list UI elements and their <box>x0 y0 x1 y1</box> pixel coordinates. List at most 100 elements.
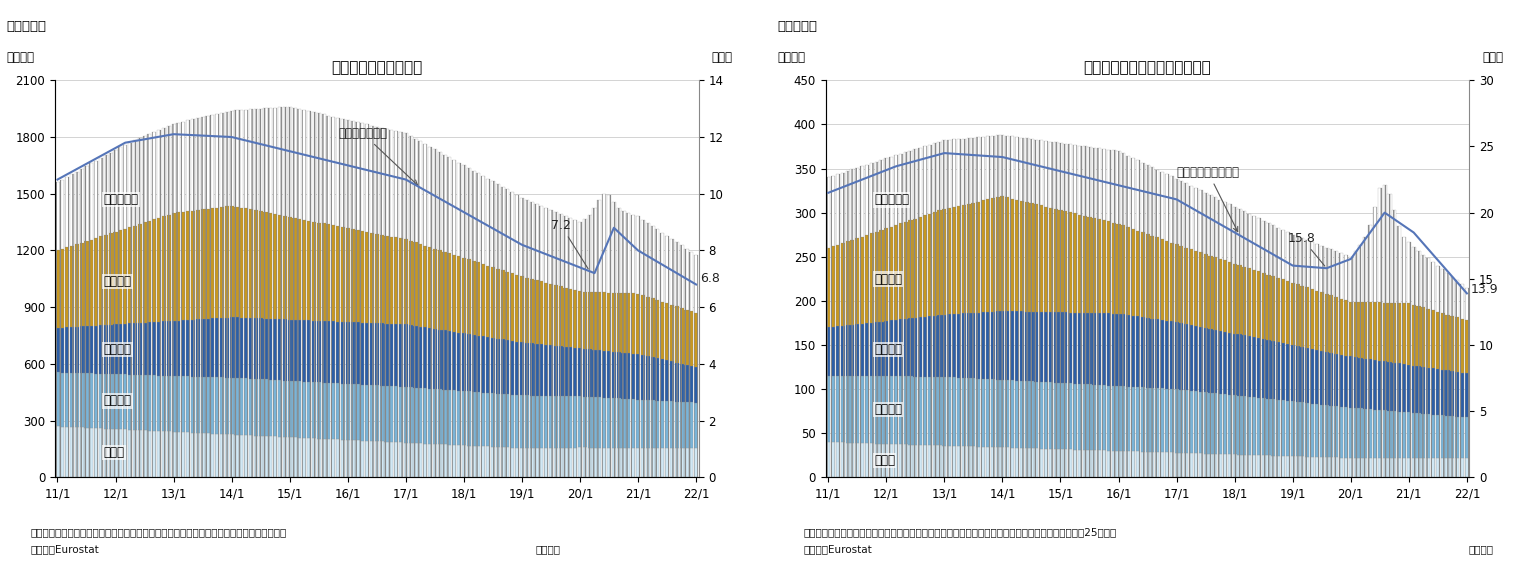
Bar <box>171 376 176 432</box>
Bar <box>224 112 229 206</box>
Bar <box>1422 307 1425 367</box>
Bar <box>1257 455 1261 477</box>
Text: 6.8: 6.8 <box>700 272 720 285</box>
Bar <box>85 428 88 477</box>
Bar <box>1325 247 1328 294</box>
Bar <box>529 448 534 477</box>
Bar <box>1111 314 1116 386</box>
Bar <box>1358 302 1363 358</box>
Bar <box>637 216 640 294</box>
Bar <box>171 213 176 321</box>
Bar <box>1330 250 1334 295</box>
Bar <box>549 345 553 396</box>
Bar <box>866 165 869 235</box>
Bar <box>476 263 481 336</box>
Bar <box>505 447 509 477</box>
Bar <box>379 235 384 323</box>
Bar <box>1122 451 1125 477</box>
Bar <box>919 445 922 477</box>
Bar <box>1010 380 1014 448</box>
Bar <box>74 244 79 327</box>
Bar <box>293 108 297 218</box>
Bar <box>606 195 611 293</box>
Text: （資料）Eurostat: （資料）Eurostat <box>803 544 872 554</box>
Bar <box>374 234 379 323</box>
Bar <box>476 173 481 263</box>
Bar <box>904 222 908 319</box>
Text: 若年失業率（右軸）: 若年失業率（右軸） <box>1176 166 1240 231</box>
Bar <box>919 376 922 445</box>
Bar <box>981 137 985 200</box>
Bar <box>302 320 306 381</box>
Bar <box>56 372 59 426</box>
Bar <box>631 399 635 448</box>
Bar <box>952 139 957 207</box>
Bar <box>612 398 615 448</box>
Bar <box>1422 367 1425 414</box>
Bar <box>520 396 525 448</box>
Bar <box>215 378 220 434</box>
Bar <box>240 208 244 318</box>
Bar <box>588 397 591 448</box>
Bar <box>675 363 679 402</box>
Text: 失業率（右軸）: 失業率（右軸） <box>338 127 417 185</box>
Bar <box>1339 299 1343 354</box>
Bar <box>841 243 844 326</box>
Bar <box>418 244 423 327</box>
Bar <box>606 293 611 351</box>
Bar <box>913 318 917 376</box>
Bar <box>467 445 471 477</box>
Bar <box>558 286 562 346</box>
Bar <box>1343 255 1348 300</box>
Bar <box>826 177 831 248</box>
Bar <box>1029 381 1034 448</box>
Bar <box>1111 451 1116 477</box>
Bar <box>1025 138 1029 202</box>
Bar <box>894 376 897 444</box>
Bar <box>855 238 860 324</box>
Bar <box>350 384 355 440</box>
Bar <box>1281 456 1286 477</box>
Bar <box>1140 317 1145 387</box>
Bar <box>1378 410 1383 458</box>
Bar <box>602 194 606 293</box>
Bar <box>1170 177 1173 243</box>
Bar <box>196 433 200 477</box>
Bar <box>350 440 355 477</box>
Bar <box>1305 403 1310 457</box>
Bar <box>1146 165 1149 234</box>
Bar <box>273 380 277 436</box>
Bar <box>1343 407 1348 458</box>
Bar <box>481 393 485 446</box>
Bar <box>467 168 471 259</box>
Bar <box>133 140 136 225</box>
Bar <box>659 302 664 359</box>
Bar <box>1301 402 1304 456</box>
Bar <box>1029 448 1034 477</box>
Bar <box>1025 202 1029 311</box>
Bar <box>1233 264 1237 333</box>
Bar <box>423 246 428 328</box>
Bar <box>582 291 587 349</box>
Bar <box>103 374 108 428</box>
Bar <box>167 215 171 321</box>
Bar <box>259 211 262 319</box>
Bar <box>835 326 840 376</box>
Bar <box>1204 328 1208 392</box>
Bar <box>1078 145 1082 215</box>
Bar <box>1179 181 1184 246</box>
Bar <box>317 321 321 382</box>
Bar <box>1248 455 1251 477</box>
Bar <box>409 443 412 477</box>
Bar <box>438 250 441 329</box>
Bar <box>143 323 147 375</box>
Bar <box>1082 450 1087 477</box>
Bar <box>196 210 200 319</box>
Bar <box>1073 449 1076 477</box>
Bar <box>1464 458 1469 477</box>
Bar <box>1208 256 1213 329</box>
Bar <box>1296 346 1299 402</box>
Bar <box>1204 453 1208 477</box>
Bar <box>1014 448 1019 477</box>
Bar <box>675 242 679 306</box>
